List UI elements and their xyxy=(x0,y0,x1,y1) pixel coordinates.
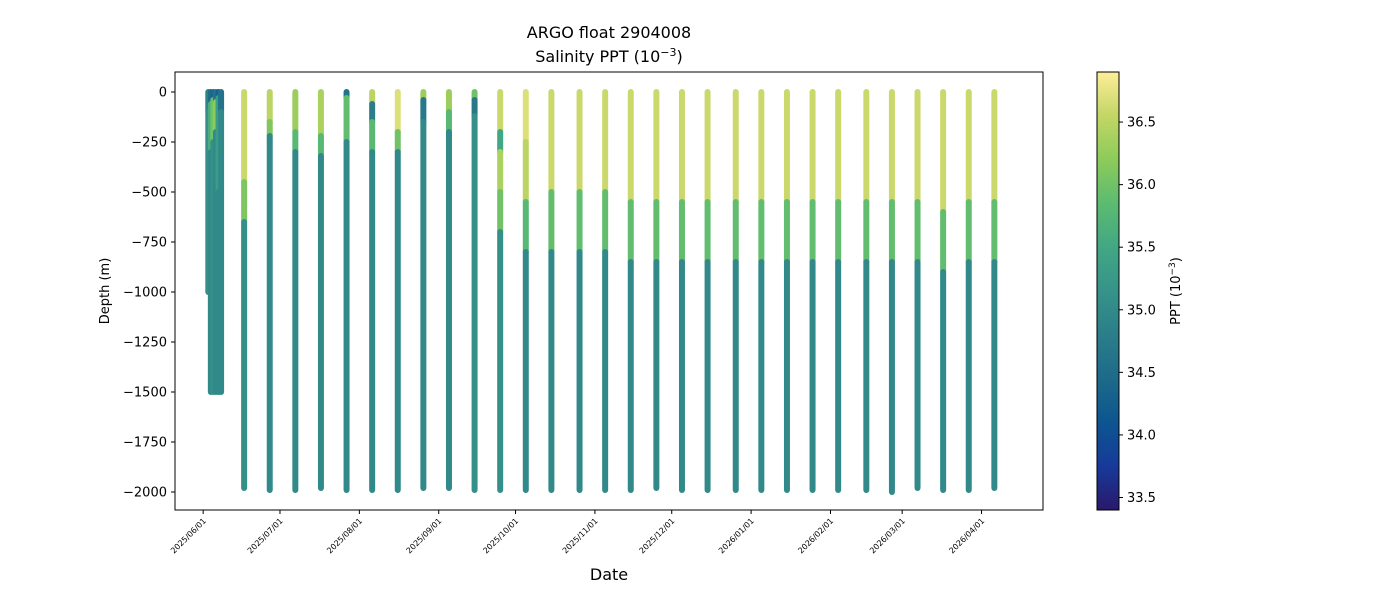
colorbar-label-exp: −3 xyxy=(1168,262,1178,275)
x-tick-label: 2026/02/01 xyxy=(796,516,835,555)
x-tick-label: 2025/09/01 xyxy=(405,516,444,555)
chart-subtitle-end: ) xyxy=(677,47,683,66)
x-tick-label: 2025/07/01 xyxy=(246,516,285,555)
x-tick-label: 2025/06/01 xyxy=(169,516,208,555)
x-tick-label: 2026/04/01 xyxy=(947,516,986,555)
x-tick-label: 2025/10/01 xyxy=(481,516,520,555)
y-tick-label: −250 xyxy=(131,136,167,151)
colorbar: 33.5 34.0 34.5 35.0 35.5 36.0 36.5 PPT (10−3) xyxy=(1096,71,1184,511)
plot-background xyxy=(175,72,1043,510)
colorbar-tick-label: 34.5 xyxy=(1127,366,1156,381)
colorbar-gradient xyxy=(1096,71,1120,511)
colorbar-ticks: 33.5 34.0 34.5 35.0 35.5 36.0 36.5 xyxy=(1119,116,1156,506)
colorbar-tick-label: 35.0 xyxy=(1127,303,1156,318)
chart-subtitle-exp: −3 xyxy=(660,46,676,59)
y-tick-label: −1000 xyxy=(123,286,167,301)
x-tick-label: 2026/01/01 xyxy=(717,516,756,555)
y-tick-label: −2000 xyxy=(123,486,167,501)
y-tick-label: −1750 xyxy=(123,436,167,451)
colorbar-tick-label: 36.0 xyxy=(1127,178,1156,193)
colorbar-tick-label: 35.5 xyxy=(1127,241,1156,256)
y-tick-label: −1500 xyxy=(123,386,167,401)
y-tick-label: −1250 xyxy=(123,336,167,351)
x-tick-label: 2025/08/01 xyxy=(325,516,364,555)
y-axis-label: Depth (m) xyxy=(98,258,113,325)
y-tick-label: 0 xyxy=(159,86,167,101)
y-tick-label: −500 xyxy=(131,186,167,201)
chart-subtitle: Salinity PPT (10−3) xyxy=(535,46,683,66)
colorbar-label: PPT (10−3) xyxy=(1168,257,1184,325)
plot-area xyxy=(174,71,1044,511)
plot-frame xyxy=(174,71,1044,511)
colorbar-tick-label: 36.5 xyxy=(1127,116,1156,131)
x-tick-label: 2025/12/01 xyxy=(638,516,677,555)
x-axis-label: Date xyxy=(590,565,628,584)
colorbar-tick-label: 34.0 xyxy=(1127,428,1156,443)
y-tick-label: −750 xyxy=(131,236,167,251)
y-axis: 0 −250 −500 −750 −1000 −1250 −1500 −1750 −2000 xyxy=(123,86,175,501)
colorbar-label-main: PPT (10 xyxy=(1169,275,1184,324)
chart-title: ARGO float 2904008 xyxy=(527,23,691,42)
colorbar-label-end: ) xyxy=(1169,257,1184,262)
chart-subtitle-main: Salinity PPT (10 xyxy=(535,47,660,66)
colorbar-tick-label: 33.5 xyxy=(1127,491,1156,506)
x-tick-label: 2026/03/01 xyxy=(868,516,907,555)
x-tick-label: 2025/11/01 xyxy=(561,516,600,555)
profiles xyxy=(205,89,998,495)
x-axis: 2025/06/01 2025/07/01 2025/08/01 2025/09/01… xyxy=(169,510,986,555)
